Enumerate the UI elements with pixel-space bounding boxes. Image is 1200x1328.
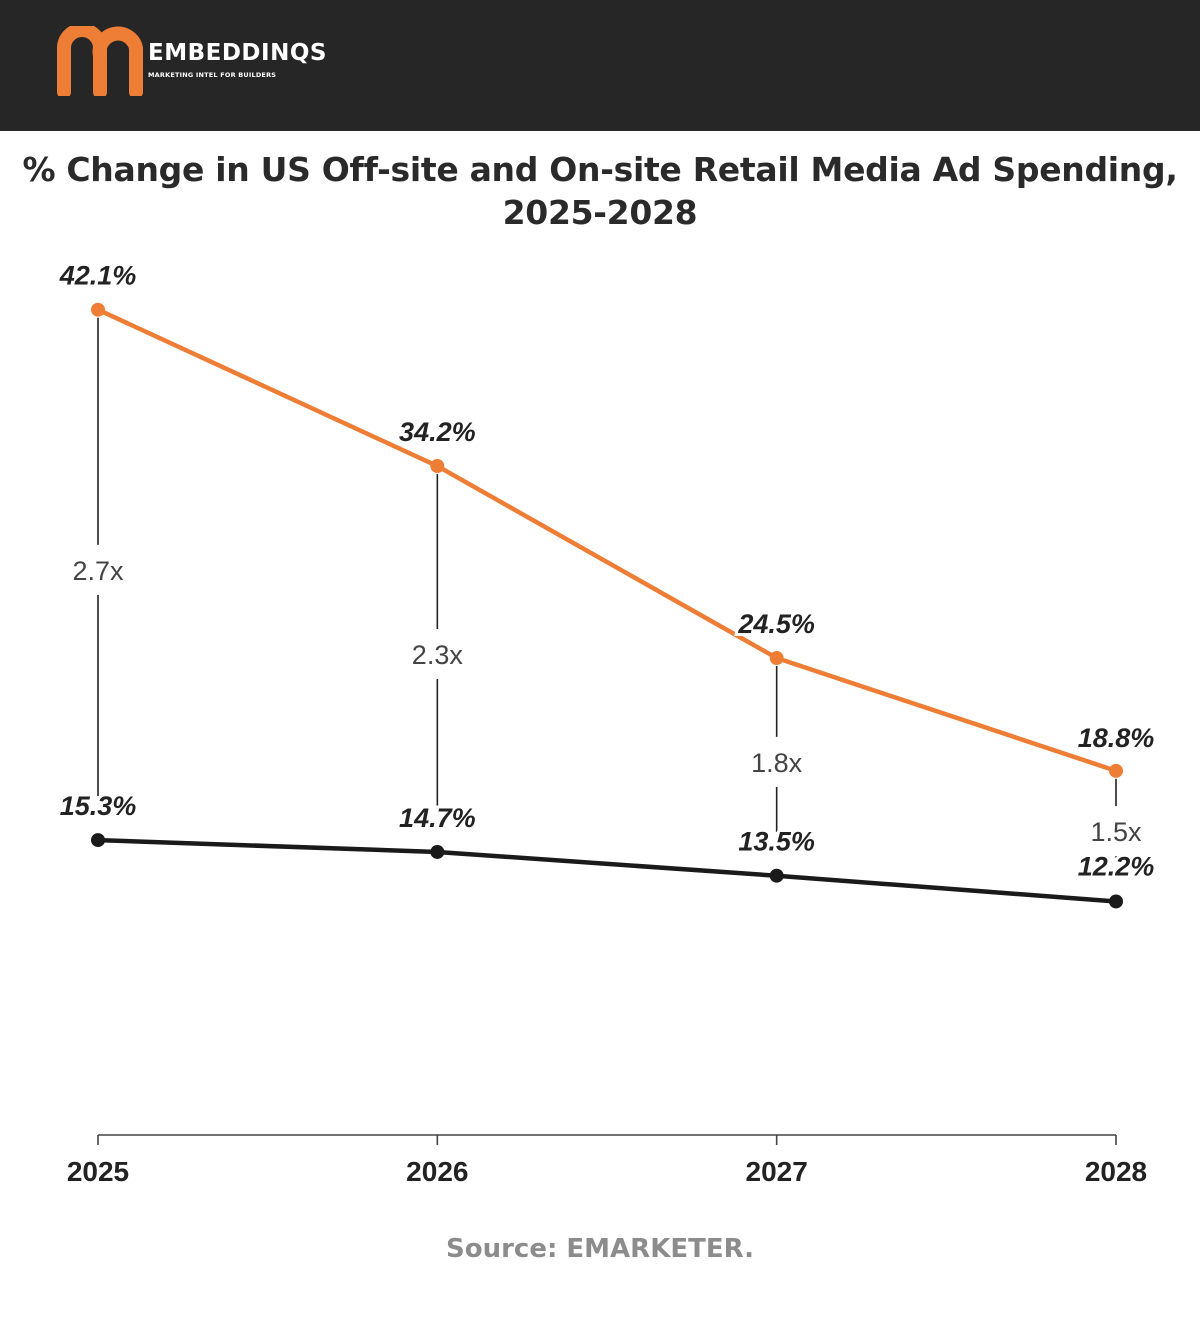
ratio-label: 2.3x [412, 640, 464, 670]
chart-title: % Change in US Off-site and On-site Reta… [0, 148, 1200, 234]
data-label: 24.5% [737, 609, 815, 639]
x-tick-label: 2027 [746, 1156, 808, 1187]
x-tick-label: 2025 [67, 1156, 129, 1187]
chart-title-line-2: 2025-2028 [502, 193, 698, 232]
header-bar: EMBEDDINQS MARKETING INTEL FOR BUILDERS [0, 0, 1200, 131]
logo-tagline: MARKETING INTEL FOR BUILDERS [148, 71, 277, 79]
x-tick-label: 2028 [1085, 1156, 1147, 1187]
chart-title-line-1: % Change in US Off-site and On-site Reta… [22, 150, 1178, 189]
series-line-offsite [97, 307, 1117, 773]
data-point [91, 833, 105, 848]
data-point [1109, 894, 1123, 909]
brand-logo: EMBEDDINQS MARKETING INTEL FOR BUILDERS [56, 26, 336, 98]
series-line-onsite [97, 837, 1117, 904]
data-label: 15.3% [60, 791, 137, 821]
data-point [1109, 763, 1123, 778]
data-label: 18.8% [1078, 723, 1155, 753]
data-point [769, 868, 784, 883]
logo-m-icon [57, 26, 143, 96]
data-label: 12.2% [1078, 851, 1155, 881]
data-label: 13.5% [738, 827, 815, 857]
data-point [91, 302, 105, 317]
logo-wordmark: EMBEDDINQS [148, 40, 327, 66]
ratio-label: 1.8x [751, 748, 803, 778]
data-point [769, 651, 784, 666]
data-label: 14.7% [399, 803, 476, 833]
x-tick-label: 2026 [406, 1156, 468, 1187]
source-note: Source: EMARKETER. [446, 1234, 754, 1264]
data-label: 34.2% [399, 417, 476, 447]
data-point [430, 459, 445, 474]
data-label: 42.1% [59, 261, 137, 291]
ratio-label: 1.5x [1090, 817, 1142, 847]
ratio-label: 2.7x [72, 556, 124, 586]
data-point [430, 844, 445, 859]
